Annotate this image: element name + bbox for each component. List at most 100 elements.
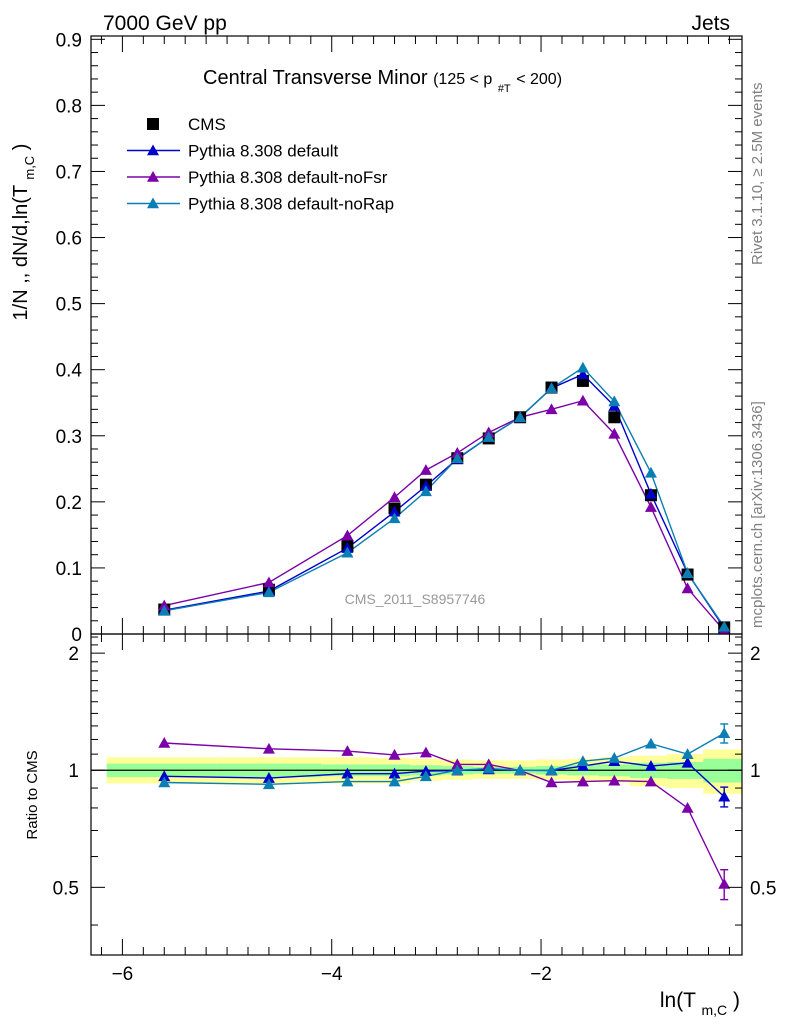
chart-title: Central Transverse Minor (125 < p #T < 2… <box>203 67 562 97</box>
ratio-series-line <box>164 742 725 885</box>
legend-entry: Pythia 8.308 default-noRap <box>127 195 394 214</box>
ratio-marker <box>341 775 354 787</box>
mc-marker <box>576 361 589 373</box>
x-tick-label: −4 <box>321 964 343 985</box>
main-y-tick-label: 0.8 <box>56 96 82 117</box>
x-tick-label: −6 <box>112 964 134 985</box>
mc-marker <box>419 485 432 497</box>
main-series-line <box>164 366 725 628</box>
main-series-line <box>164 399 725 632</box>
ratio-marker <box>608 752 621 763</box>
legend-marker-triangle <box>147 144 159 156</box>
mc-marker <box>262 576 275 588</box>
main-y-tick-label: 0 <box>71 625 82 646</box>
title-cut-sub: #T <box>498 83 511 95</box>
ratio-marker <box>388 767 401 779</box>
energy-label: 7000 GeV pp <box>103 12 227 35</box>
mc-marker <box>545 403 558 415</box>
ratio-marker <box>158 770 171 782</box>
ratio-y-tick-label-right: 1 <box>750 761 761 782</box>
legend-entry: Pythia 8.308 default-noFsr <box>127 168 388 187</box>
main-y-axis-label: 1/N ,, dN/d,ln(T m,C ) <box>10 144 39 321</box>
main-y-tick-label: 0.7 <box>56 162 82 183</box>
legend-label: CMS <box>188 115 226 134</box>
ratio-x-axis: −6 −4 −2 <box>100 634 730 985</box>
mc-marker <box>482 431 495 442</box>
ratio-marker <box>482 762 495 774</box>
mc-marker <box>576 394 589 406</box>
ratio-y-tick-label: 1 <box>68 761 79 782</box>
mc-marker <box>158 604 171 616</box>
xlabel-main: ln(T <box>660 989 696 1012</box>
legend-entry: Pythia 8.308 default <box>127 142 339 161</box>
mc-marker <box>576 368 589 380</box>
ratio-marker <box>262 772 275 783</box>
mc-marker <box>388 512 401 524</box>
ylabel-sub: m,C <box>22 156 37 180</box>
ratio-y-axis: 0.5 0.5 1 1 2 2 <box>53 636 776 926</box>
ratio-marker <box>451 758 464 770</box>
mc-marker <box>388 491 401 503</box>
ratio-marker <box>644 775 657 787</box>
main-y-tick-label: 0.9 <box>56 30 82 51</box>
x-axis-label: ln(T m,C ) <box>660 989 740 1020</box>
x-tick-label: −2 <box>530 964 552 985</box>
main-y-axis: 0 0.1 0.2 0.3 0.4 0.5 0.6 0.7 0.8 0.9 <box>56 30 742 646</box>
main-y-tick-label: 0.1 <box>56 559 82 580</box>
ratio-marker <box>644 737 657 749</box>
ratio-y-tick-label: 0.5 <box>53 878 79 899</box>
ratio-y-tick-label-right: 2 <box>750 644 761 665</box>
main-y-tick-label: 0.4 <box>56 361 83 382</box>
legend-label: Pythia 8.308 default-noRap <box>188 195 394 214</box>
ratio-panel: 0.5 0.5 1 1 2 2 −6 −4 −2 Ratio to CMS ln(T m,C … <box>24 633 776 1020</box>
ylabel-end: ) <box>10 144 32 151</box>
ratio-marker <box>576 775 589 787</box>
legend-marker-triangle <box>147 197 159 209</box>
mc-marker <box>718 620 731 632</box>
ratio-marker <box>718 877 731 889</box>
main-series-line <box>164 373 725 629</box>
title-cut: (125 < p <box>433 71 492 88</box>
mc-marker <box>644 501 657 512</box>
title-main: Central Transverse Minor <box>203 67 428 89</box>
ratio-marker <box>576 755 589 766</box>
ylabel-main: 1/N ,, dN/d,ln(T <box>10 185 32 320</box>
ratio-marker <box>341 745 354 756</box>
ratio-marker <box>158 776 171 788</box>
mc-marker <box>262 586 275 598</box>
legend: CMS Pythia 8.308 default Pythia 8.308 defa… <box>127 115 394 214</box>
mc-marker <box>545 382 558 393</box>
mc-marker <box>451 452 464 464</box>
legend-label: Pythia 8.308 default <box>188 142 339 161</box>
process-label: Jets <box>691 12 730 35</box>
rivet-label: Rivet 3.1.10, ≥ 2.5M events <box>749 83 766 266</box>
ratio-marker <box>451 764 464 776</box>
ratio-marker <box>514 764 527 776</box>
ratio-marker <box>681 801 694 813</box>
legend-marker-square <box>147 118 159 130</box>
cms-data-point <box>608 411 621 424</box>
main-y-tick-label: 0.5 <box>56 295 82 316</box>
mc-marker <box>608 395 621 407</box>
ratio-marker <box>262 778 275 790</box>
mc-marker <box>681 582 694 594</box>
mc-marker <box>644 487 657 499</box>
ratio-marker <box>718 790 731 802</box>
ratio-y-tick-label-right: 0.5 <box>750 878 776 899</box>
main-x-ticks <box>100 36 730 634</box>
ratio-y-tick-label: 2 <box>68 644 79 665</box>
ratio-marker <box>419 746 432 758</box>
ratio-frame <box>90 633 743 956</box>
main-y-tick-label: 0.6 <box>56 229 82 250</box>
mc-marker <box>514 411 527 423</box>
ratio-marker <box>341 767 354 779</box>
main-y-tick-label: 0.3 <box>56 427 82 448</box>
ratio-marker <box>608 774 621 786</box>
mc-marker <box>341 546 354 558</box>
analysis-watermark: CMS_2011_S8957746 <box>345 591 486 607</box>
ratio-series-group <box>158 723 731 901</box>
legend-entry: CMS <box>147 115 226 134</box>
ratio-marker <box>388 775 401 787</box>
legend-label: Pythia 8.308 default-noFsr <box>188 168 388 187</box>
